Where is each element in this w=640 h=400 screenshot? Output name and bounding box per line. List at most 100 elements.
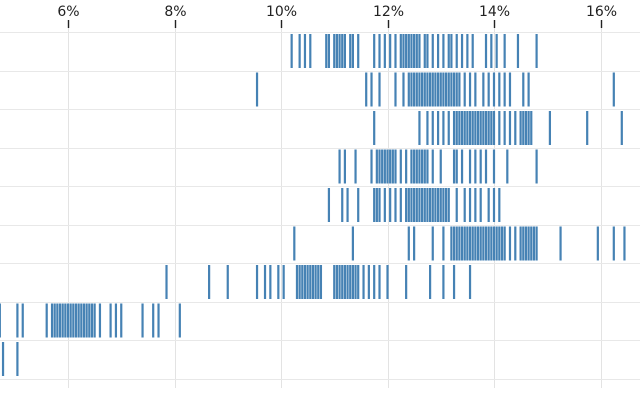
data-tick [522,72,525,107]
data-tick [295,265,299,299]
data-tick [98,303,102,338]
data-tick [85,303,88,338]
data-tick [415,188,418,222]
data-tick [442,265,445,299]
data-tick [93,303,96,338]
data-tick [468,265,472,299]
data-tick [527,72,530,107]
data-tick [471,226,474,261]
data-tick [343,149,346,184]
data-tick [375,188,378,222]
data-tick [378,34,381,68]
data-tick [290,34,293,68]
data-tick [474,188,477,222]
data-tick [535,34,538,68]
data-tick [335,34,339,68]
data-tick [492,72,496,107]
data-tick [389,34,392,68]
data-tick [367,265,370,299]
data-tick [458,72,461,107]
data-tick [77,303,80,338]
data-tick [519,226,522,261]
data-tick [455,34,458,68]
data-tick [498,111,501,145]
data-tick [487,111,490,145]
data-tick [463,226,466,261]
data-tick [450,226,453,261]
data-tick [357,188,360,222]
data-tick [452,265,456,299]
series-row-5 [327,188,501,222]
horizontal-gridlines [0,32,640,380]
data-tick [314,265,317,299]
data-tick [282,265,285,299]
data-tick [415,34,418,68]
data-tick [421,188,424,222]
data-tick [535,226,538,261]
data-tick [1,342,5,376]
data-tick [479,226,482,261]
data-tick [413,72,416,107]
data-tick [503,72,506,107]
data-tick [487,188,490,222]
data-tick [423,188,426,222]
data-tick [157,303,160,338]
data-tick [463,188,466,222]
series-row-4 [338,149,538,184]
data-tick [405,188,408,222]
data-tick [349,34,352,68]
data-tick [293,226,296,261]
data-tick [423,72,426,107]
data-tick [370,149,373,184]
data-tick [16,303,19,338]
data-tick [383,149,386,184]
data-tick [612,72,615,107]
data-tick [431,149,434,184]
data-tick [452,149,456,184]
data-tick [415,72,418,107]
data-tick [349,265,352,299]
data-tick [333,265,336,299]
data-tick [303,265,307,299]
data-tick [389,149,392,184]
data-tick [524,111,528,145]
x-tick-label: 8% [164,4,186,20]
data-tick [426,188,429,222]
data-tick [69,303,72,338]
data-tick [474,149,477,184]
data-tick [362,265,365,299]
data-tick [458,111,461,145]
data-tick [442,72,445,107]
data-tick [439,72,442,107]
data-tick [442,188,445,222]
data-tick [447,34,450,68]
data-tick [402,72,405,107]
data-tick [346,265,349,299]
data-tick [476,226,480,261]
data-tick [21,303,24,338]
data-tick [309,265,312,299]
data-tick [357,265,360,299]
data-tick [498,188,501,222]
data-tick [311,265,315,299]
data-tick [391,149,394,184]
data-tick [317,265,320,299]
data-tick [447,72,450,107]
data-tick [447,188,450,222]
data-tick [463,111,466,145]
data-tick [80,303,83,338]
data-tick [487,72,490,107]
data-tick [370,72,373,107]
data-tick [516,34,520,68]
data-tick [490,111,493,145]
data-tick [375,149,378,184]
data-tick [527,111,530,145]
data-tick [436,34,440,68]
data-tick [431,34,434,68]
data-tick [383,34,386,68]
data-tick [114,303,118,338]
data-tick [479,188,482,222]
data-tick [413,149,416,184]
data-tick [463,72,466,107]
